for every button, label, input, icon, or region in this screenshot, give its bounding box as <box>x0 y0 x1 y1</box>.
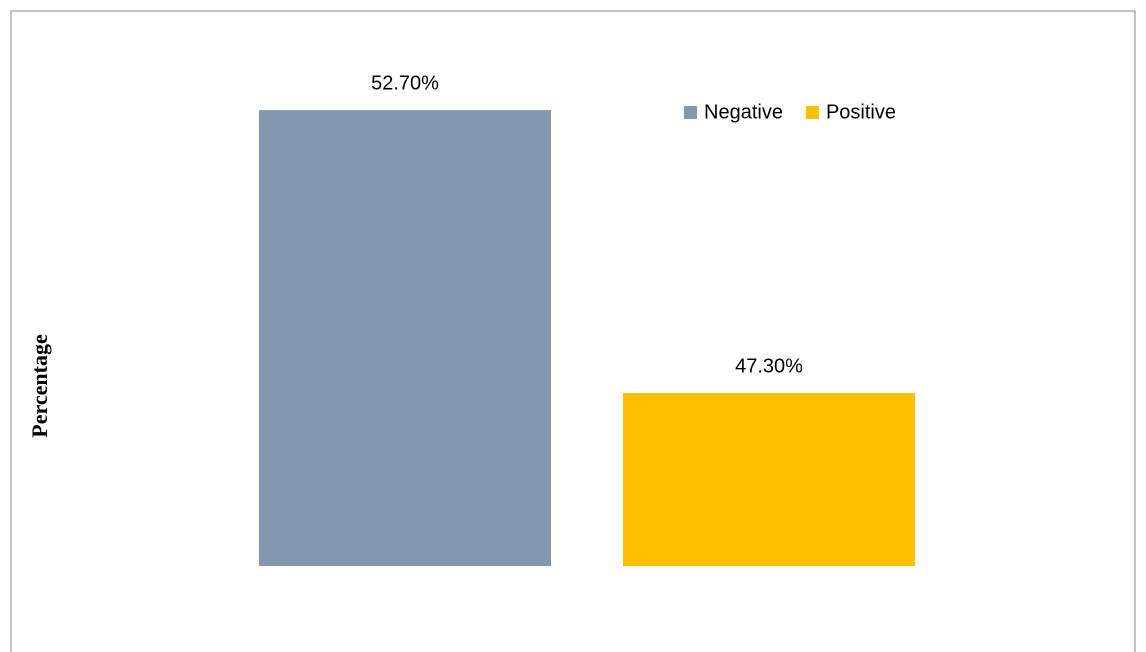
bar <box>623 393 915 566</box>
data-label: 52.70% <box>371 72 439 94</box>
legend-swatch <box>684 106 697 119</box>
data-label: 47.30% <box>735 355 803 377</box>
legend-label: Negative <box>704 101 783 123</box>
legend-swatch <box>805 106 819 119</box>
legend-label: Positive <box>826 101 896 123</box>
y-axis-label: Percentage <box>27 334 52 438</box>
bar <box>259 110 551 567</box>
chart-frame <box>10 10 1136 652</box>
